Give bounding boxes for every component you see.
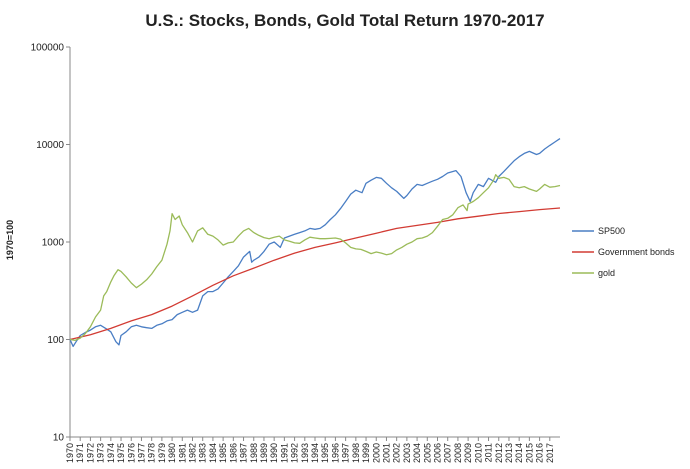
x-tick-label: 1996 (330, 443, 340, 463)
x-tick-label: 1983 (198, 443, 208, 463)
x-tick-label: 1987 (239, 443, 249, 463)
y-tick-label: 10 (53, 433, 65, 444)
y-tick-label: 10000 (36, 140, 64, 151)
x-tick-label: 1986 (228, 443, 238, 463)
x-tick-label: 2005 (422, 443, 432, 463)
x-tick-label: 1984 (208, 443, 218, 463)
legend-label: gold (598, 268, 615, 278)
x-tick-label: 1970 (65, 443, 75, 463)
x-tick-label: 2015 (524, 443, 534, 463)
x-tick-label: 1998 (351, 443, 361, 463)
x-tick-label: 1990 (269, 443, 279, 463)
y-tick-label: 100000 (31, 43, 65, 54)
x-tick-label: 2004 (412, 443, 422, 463)
x-tick-label: 2002 (392, 443, 402, 463)
x-tick-label: 1991 (279, 443, 289, 463)
y-tick-label: 100 (47, 335, 64, 346)
x-tick-label: 1992 (290, 443, 300, 463)
x-tick-label: 1971 (75, 443, 85, 463)
x-tick-label: 2017 (545, 443, 555, 463)
x-tick-label: 1974 (106, 443, 116, 463)
x-tick-label: 1980 (167, 443, 177, 463)
x-tick-label: 2003 (402, 443, 412, 463)
x-tick-label: 2016 (535, 443, 545, 463)
x-tick-label: 1989 (259, 443, 269, 463)
series-line-government-bonds (69, 207, 561, 341)
legend-label: SP500 (598, 226, 625, 236)
x-tick-label: 1988 (249, 443, 259, 463)
axes: 10 100 1000 10000 100000 1970 1971 1972 1973 1974… (31, 43, 560, 463)
series-line-sp500 (69, 138, 561, 348)
legend: SP500 Government bonds gold (572, 226, 675, 278)
x-tick-label: 1979 (157, 443, 167, 463)
series-line-gold (69, 174, 561, 342)
x-tick-label: 1982 (188, 443, 198, 463)
x-tick-label: 2011 (484, 443, 494, 462)
x-tick-label: 2000 (371, 443, 381, 463)
x-tick-label: 1976 (126, 443, 136, 463)
chart-title: U.S.: Stocks, Bonds, Gold Total Return 1… (145, 11, 544, 30)
x-tick-label: 1994 (310, 443, 320, 463)
x-tick-label: 1973 (96, 443, 106, 463)
x-tick-label: 2007 (443, 443, 453, 463)
x-tick-label: 1972 (85, 443, 95, 463)
x-tick-label: 1985 (218, 443, 228, 463)
x-tick-label: 2014 (514, 443, 524, 463)
x-tick-label: 2009 (463, 443, 473, 463)
x-tick-label: 2010 (473, 443, 483, 463)
x-tick-label: 1978 (147, 443, 157, 463)
y-tick-label: 1000 (42, 238, 65, 249)
x-tick-label: 1995 (320, 443, 330, 463)
x-tick-label: 1997 (341, 443, 351, 463)
x-tick-label: 1993 (300, 443, 310, 463)
x-tick-label: 2012 (494, 443, 504, 463)
x-tick-label: 2013 (504, 443, 514, 463)
legend-label: Government bonds (598, 247, 675, 257)
x-tick-label: 1975 (116, 443, 126, 463)
y-axis-label: 1970=100 (5, 220, 15, 260)
x-tick-label: 1999 (361, 443, 371, 463)
x-tick-label: 1977 (136, 443, 146, 463)
x-tick-label: 2001 (381, 443, 391, 463)
x-tick-label: 2006 (433, 443, 443, 463)
x-tick-label: 1981 (177, 443, 187, 463)
x-tick-label: 2008 (453, 443, 463, 463)
series-layer (69, 138, 561, 348)
